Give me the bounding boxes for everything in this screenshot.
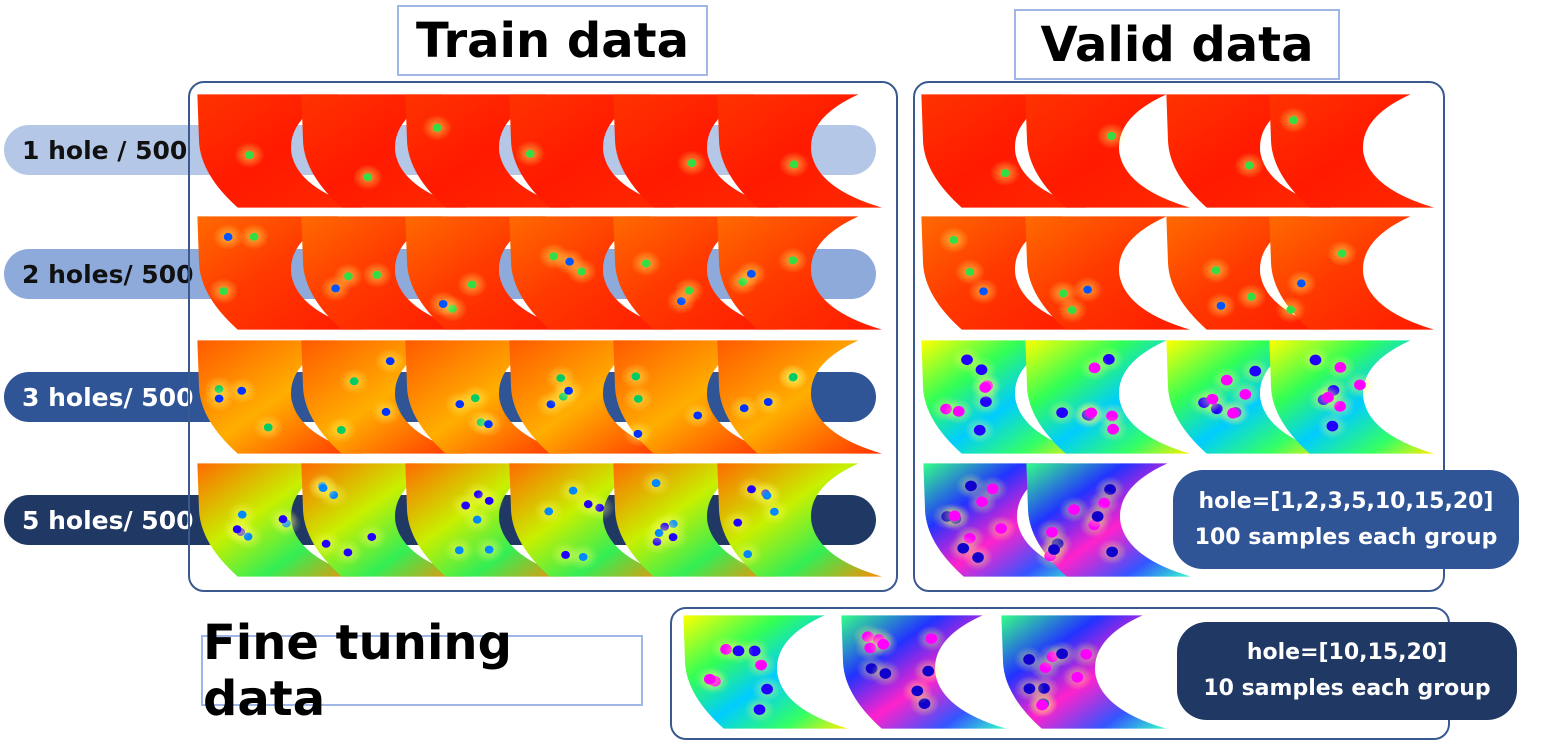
train-blade-r1-c5 [613, 94, 778, 208]
train-blade-r1-c1 [197, 94, 362, 208]
train-blade-r4-c6 [717, 463, 882, 577]
valid-data-title: Valid data [1014, 9, 1340, 80]
train-blade-r3-c4 [509, 340, 674, 454]
train-blade-r2-c4 [509, 216, 674, 330]
valid-blade-r3-c1 [921, 340, 1086, 454]
valid-blade-r3-c2 [1025, 340, 1190, 454]
train-blade-r2-c6 [717, 216, 882, 330]
valid-blade-r2-c4 [1269, 216, 1434, 330]
train-blade-r2-c3 [405, 216, 570, 330]
valid-info-line1: hole=[1,2,3,5,10,15,20] [1198, 488, 1494, 514]
row-label-text: 3 holes/ 500 [22, 382, 194, 412]
train-blade-r2-c1 [197, 216, 362, 330]
fine-blade-1 [683, 615, 848, 729]
train-data-panel [188, 81, 898, 592]
valid-blade-r1-c3 [1166, 94, 1331, 208]
valid-info-line2: 100 samples each group [1194, 524, 1498, 550]
valid-blade-r2-c3 [1166, 216, 1331, 330]
row-label-text: 2 holes/ 500 [22, 259, 194, 289]
valid-blade-r2-c1 [921, 216, 1086, 330]
train-blade-r2-c5 [613, 216, 778, 330]
train-blade-r3-c6 [717, 340, 882, 454]
train-blade-r1-c2 [301, 94, 466, 208]
fine-blade-2 [841, 615, 1006, 729]
fine-info-line1: hole=[10,15,20] [1246, 640, 1448, 665]
valid-blade-r3-c4 [1269, 340, 1434, 454]
valid-blade-r1-c4 [1269, 94, 1434, 208]
row-label-text: 1 hole / 500 [22, 135, 188, 165]
valid-blade-r2-c2 [1025, 216, 1190, 330]
valid-blade-r4-c1 [923, 463, 1088, 577]
valid-blade-r1-c1 [921, 94, 1086, 208]
train-blade-r3-c5 [613, 340, 778, 454]
train-blade-r4-c4 [509, 463, 674, 577]
valid-blade-r4-c2 [1026, 463, 1191, 577]
train-blade-r4-c3 [405, 463, 570, 577]
train-blade-r4-c5 [613, 463, 778, 577]
valid-blade-r3-c3 [1166, 340, 1331, 454]
row-label-text: 5 holes/ 500 [22, 505, 194, 535]
valid-data-panel [913, 81, 1445, 592]
train-blade-r1-c3 [405, 94, 570, 208]
train-blade-r3-c1 [197, 340, 362, 454]
train-blade-r1-c6 [717, 94, 882, 208]
train-data-title: Train data [397, 5, 708, 76]
train-blade-r4-c2 [301, 463, 466, 577]
valid-blade-r1-c2 [1025, 94, 1190, 208]
fine-blade-3 [1001, 615, 1166, 729]
fine-info-line2: 10 samples each group [1203, 676, 1491, 701]
fine-info-box: hole=[10,15,20] 10 samples each group [1177, 622, 1517, 720]
fine-tuning-data-title: Fine tuning data [201, 615, 643, 727]
train-blade-r4-c1 [197, 463, 362, 577]
valid-info-box: hole=[1,2,3,5,10,15,20] 100 samples each… [1173, 470, 1519, 569]
train-blade-r3-c2 [301, 340, 466, 454]
train-blade-r3-c3 [405, 340, 570, 454]
train-blade-r2-c2 [301, 216, 466, 330]
train-blade-r1-c4 [509, 94, 674, 208]
